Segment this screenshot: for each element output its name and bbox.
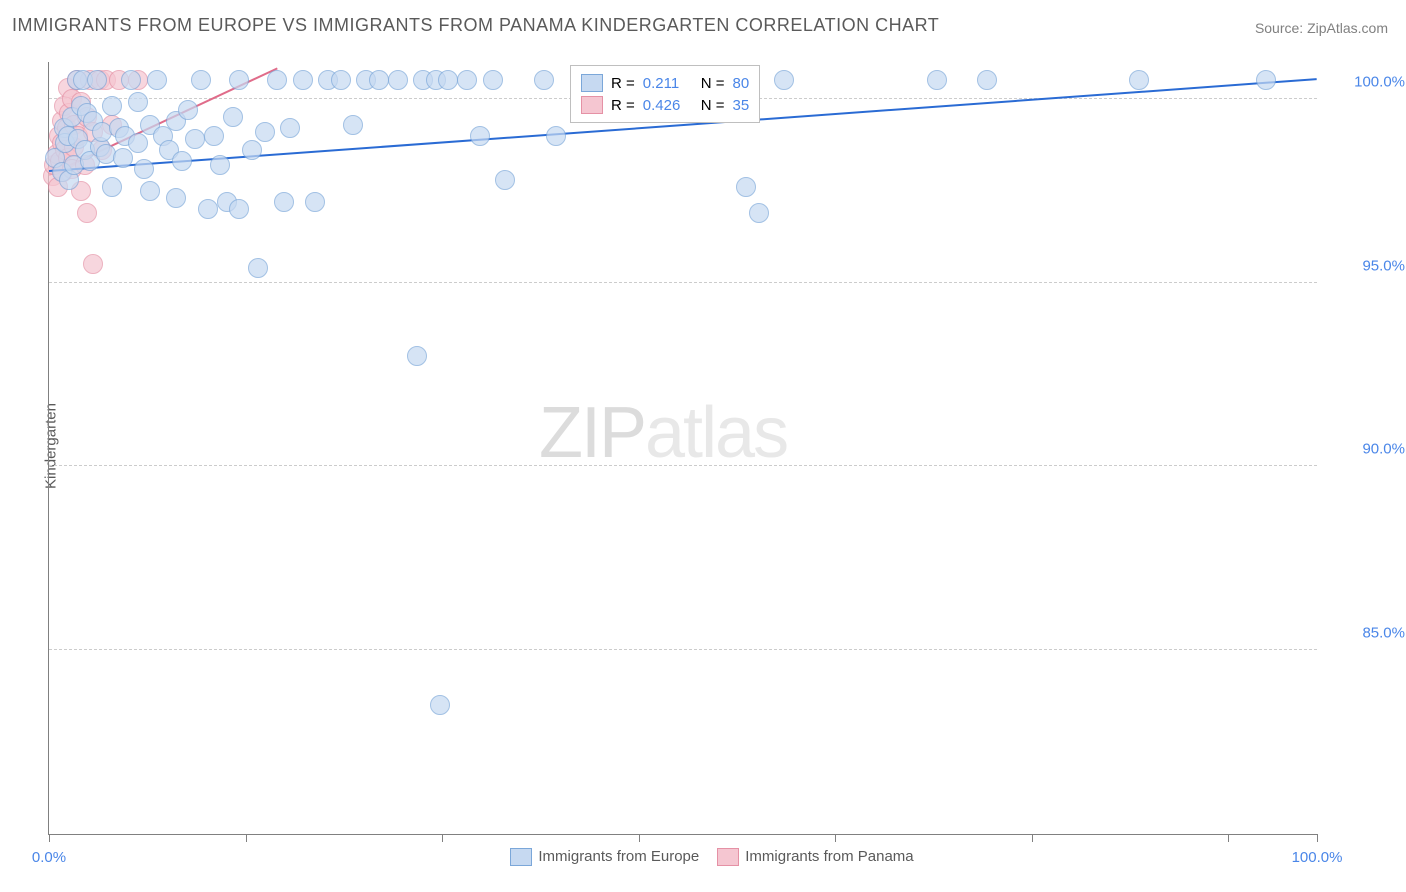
xtick [835,834,836,842]
europe-legend-label: Immigrants from Europe [538,848,699,865]
europe-marker [102,177,122,197]
europe-marker [457,70,477,90]
panama-marker [77,203,97,223]
europe-marker [495,170,515,190]
europe-marker [343,115,363,135]
europe-marker [927,70,947,90]
europe-marker [185,129,205,149]
gridline-h [49,649,1317,650]
gridline-h [49,465,1317,466]
n-label: N = [701,97,725,114]
xtick [639,834,640,842]
europe-swatch-icon [510,848,532,866]
chart-container: IMMIGRANTS FROM EUROPE VS IMMIGRANTS FRO… [0,0,1406,892]
watermark-atlas: atlas [645,393,787,473]
europe-marker [774,70,794,90]
europe-marker [305,192,325,212]
europe-marker [546,126,566,146]
europe-marker [736,177,756,197]
europe-marker [121,70,141,90]
europe-marker [198,199,218,219]
europe-marker [407,346,427,366]
europe-marker [293,70,313,90]
ytick-label: 100.0% [1354,73,1405,90]
r-label: R = [611,75,635,92]
xtick [1228,834,1229,842]
europe-marker [470,126,490,146]
europe-swatch-icon [581,74,603,92]
legend-stats: R = 0.211 N = 80 R = 0.426 N = 35 [570,65,760,123]
europe-marker [267,70,287,90]
xtick [1317,834,1318,842]
europe-marker [749,203,769,223]
europe-marker [1129,70,1149,90]
n-value: 35 [733,97,750,114]
europe-marker [147,70,167,90]
europe-marker [204,126,224,146]
europe-marker [242,140,262,160]
r-label: R = [611,97,635,114]
plot-area: ZIPatlas 85.0%90.0%95.0%100.0%0.0%100.0%… [48,62,1317,835]
panama-swatch-icon [717,848,739,866]
europe-marker [140,181,160,201]
europe-marker [438,70,458,90]
panama-marker [83,254,103,274]
ytick-label: 85.0% [1362,625,1405,642]
europe-marker [274,192,294,212]
xtick [246,834,247,842]
ytick-label: 90.0% [1362,441,1405,458]
europe-marker [1256,70,1276,90]
europe-marker [172,151,192,171]
chart-title: IMMIGRANTS FROM EUROPE VS IMMIGRANTS FRO… [12,15,939,36]
watermark: ZIPatlas [539,392,787,474]
panama-legend-label: Immigrants from Panama [745,848,913,865]
europe-marker [128,133,148,153]
panama-swatch-icon [581,96,603,114]
n-value: 80 [733,75,750,92]
europe-marker [223,107,243,127]
europe-marker [280,118,300,138]
europe-marker [134,159,154,179]
europe-marker [229,70,249,90]
source-label: Source: ZipAtlas.com [1255,20,1388,36]
gridline-h [49,282,1317,283]
legend-bottom: Immigrants from Europe Immigrants from Pa… [0,848,1406,866]
europe-marker [210,155,230,175]
xtick [49,834,50,842]
europe-marker [178,100,198,120]
europe-marker [430,695,450,715]
europe-marker [102,96,122,116]
europe-marker [87,70,107,90]
europe-marker [113,148,133,168]
europe-marker [166,188,186,208]
n-label: N = [701,75,725,92]
europe-marker [369,70,389,90]
europe-marker [128,92,148,112]
europe-marker [388,70,408,90]
europe-marker [255,122,275,142]
europe-marker [534,70,554,90]
europe-marker [483,70,503,90]
legend-stats-row: R = 0.211 N = 80 [581,72,749,94]
europe-marker [331,70,351,90]
europe-marker [977,70,997,90]
europe-marker [248,258,268,278]
r-value: 0.211 [643,75,693,92]
watermark-zip: ZIP [539,393,645,473]
ytick-label: 95.0% [1362,257,1405,274]
legend-stats-row: R = 0.426 N = 35 [581,94,749,116]
xtick [1032,834,1033,842]
europe-marker [191,70,211,90]
r-value: 0.426 [643,97,693,114]
xtick [442,834,443,842]
europe-marker [229,199,249,219]
